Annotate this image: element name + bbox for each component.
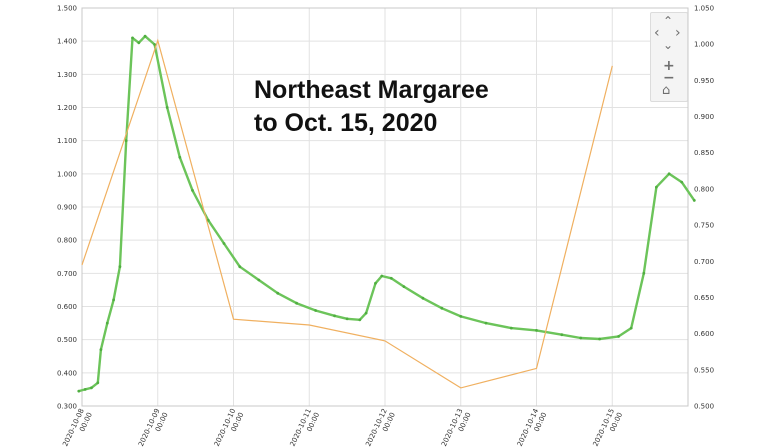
series-point-green (374, 281, 377, 285)
y-left-tick-label: 1.000 (57, 170, 77, 178)
chart-annotation: Northeast Margaree to Oct. 15, 2020 (254, 74, 489, 140)
series-point-green (598, 337, 601, 341)
series-point-green (579, 336, 583, 340)
series-point-green (692, 199, 696, 202)
y-right-tick-label: 0.900 (694, 113, 714, 121)
series-point-green (509, 326, 513, 330)
x-tick-label: 2020-10-1300:00 (440, 407, 473, 448)
y-left-tick-label: 0.900 (57, 204, 77, 212)
series-point-green (389, 276, 393, 280)
series-point-green (629, 326, 633, 330)
x-tick-label: 2020-10-0800:00 (61, 407, 94, 448)
series-point-green (222, 242, 226, 245)
y-right-tick-label: 0.950 (694, 77, 714, 85)
x-tick-label: 2020-10-1100:00 (289, 407, 322, 448)
y-left-tick-label: 1.400 (57, 38, 77, 46)
series-point-green (276, 291, 280, 295)
y-right-tick-label: 0.650 (694, 294, 714, 302)
y-right-tick-label: 0.550 (694, 366, 714, 374)
series-point-green (105, 321, 109, 325)
series-point-green (617, 335, 620, 338)
y-left-tick-label: 0.500 (57, 336, 77, 344)
y-left-tick-label: 0.600 (57, 303, 77, 311)
series-point-green (642, 271, 646, 275)
y-left-tick-label: 0.800 (57, 237, 77, 245)
y-right-tick-label: 0.700 (694, 258, 714, 266)
series-point-green (535, 329, 538, 332)
series-point-green (333, 314, 336, 318)
y-left-tick-label: 1.300 (57, 71, 77, 79)
x-tick-label: 2020-10-1000:00 (213, 407, 246, 448)
series-point-green (421, 296, 425, 300)
y-left-tick-label: 1.100 (57, 137, 77, 145)
series-point-green (380, 274, 384, 278)
series-point-green (90, 386, 93, 390)
series-point-green (96, 381, 100, 385)
series-point-green (83, 388, 87, 391)
series-point-green (131, 36, 134, 40)
series-point-green (153, 43, 157, 46)
x-tick-label: 2020-10-0900:00 (137, 407, 170, 448)
annotation-line-1: Northeast Margaree (254, 76, 489, 104)
series-point-green (124, 139, 128, 143)
pan-left-icon[interactable]: ‹ (654, 25, 660, 41)
series-point-green (402, 285, 406, 288)
y-right-tick-label: 0.850 (694, 149, 714, 157)
pan-right-icon[interactable]: › (675, 25, 681, 41)
series-point-green (358, 318, 362, 322)
series-point-green (178, 155, 182, 159)
annotation-line-2: to Oct. 15, 2020 (254, 109, 438, 137)
plot-controls: ⌃ ‹ › ⌄ + − ⌂ (650, 12, 688, 102)
series-point-green (165, 106, 169, 109)
y-right-tick-label: 1.000 (694, 41, 714, 49)
y-left-tick-label: 1.500 (57, 5, 77, 13)
series-point-green (345, 317, 349, 321)
series-point-green (99, 348, 103, 351)
series-point-green (459, 315, 463, 318)
series-point-green (560, 333, 564, 337)
y-right-tick-label: 0.600 (694, 330, 714, 338)
y-left-tick-label: 1.200 (57, 104, 77, 112)
series-point-green (295, 301, 298, 305)
home-icon[interactable]: ⌂ (662, 83, 671, 98)
series-line-orange (81, 38, 613, 389)
series-point-green (257, 278, 261, 282)
y-left-tick-label: 0.300 (57, 403, 77, 411)
series-point-green (314, 309, 317, 312)
series-point-green (680, 180, 684, 184)
y-right-tick-label: 0.800 (694, 185, 714, 193)
plot-frame (81, 7, 689, 407)
series-point-green (238, 265, 242, 269)
y-left-tick-label: 0.700 (57, 270, 77, 278)
series-point-green (118, 265, 122, 269)
zoom-in-icon[interactable]: + (663, 58, 675, 74)
series-point-green (191, 189, 194, 192)
x-tick-label: 2020-10-1500:00 (592, 407, 625, 448)
series-point-green (655, 185, 658, 189)
series-point-green (112, 298, 115, 302)
x-tick-label: 2020-10-1400:00 (516, 407, 549, 448)
zoom-out-icon[interactable]: − (663, 70, 675, 86)
y-right-tick-label: 0.750 (694, 222, 714, 230)
y-right-tick-label: 1.050 (694, 5, 714, 13)
pan-down-icon[interactable]: ⌄ (663, 38, 674, 52)
pan-up-icon[interactable]: ⌃ (663, 14, 674, 28)
y-right-tick-label: 0.500 (694, 403, 714, 411)
y-left-tick-label: 0.400 (57, 369, 77, 377)
series-point-green (667, 172, 671, 176)
series-point-green (364, 311, 368, 315)
series-point-green (77, 389, 81, 393)
series-point-green (137, 41, 141, 45)
series-point-green (206, 218, 210, 222)
series-point-green (440, 306, 444, 310)
x-tick-label: 2020-10-1200:00 (364, 407, 397, 448)
series-point-green (143, 34, 147, 38)
series-point-green (484, 321, 488, 325)
